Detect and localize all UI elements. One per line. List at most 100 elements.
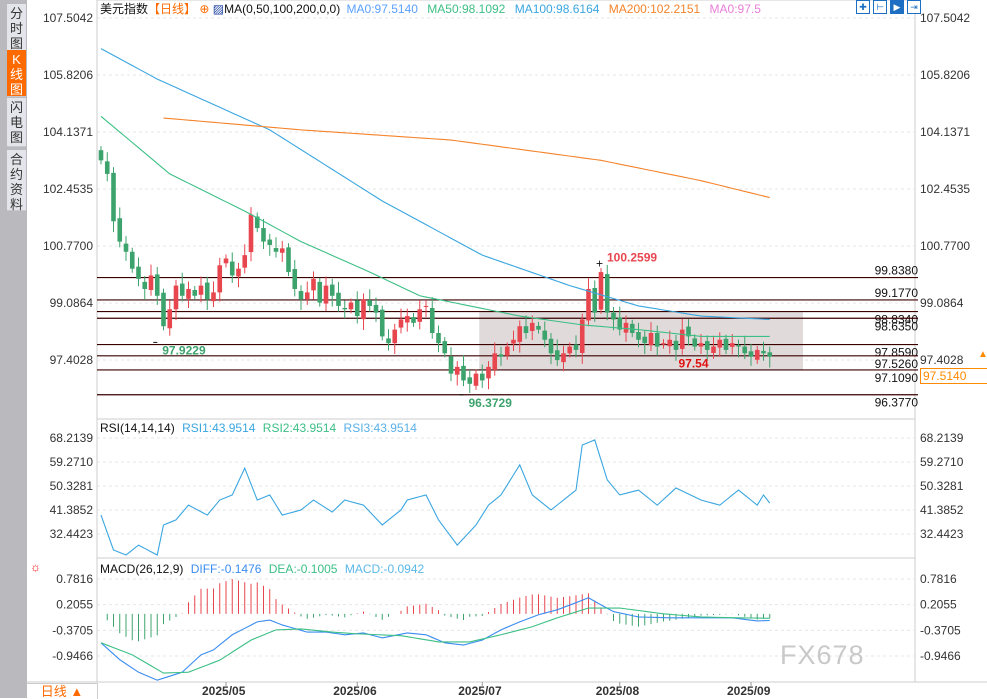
candle-up xyxy=(473,373,479,386)
candle-up xyxy=(667,339,673,347)
tab-flash-chart[interactable]: 闪电图 xyxy=(7,98,26,147)
candle-down xyxy=(642,336,648,344)
candle-up xyxy=(398,319,404,328)
candle-up xyxy=(561,353,566,363)
candle-up xyxy=(392,329,398,344)
candle-up xyxy=(679,329,685,349)
dea-value: DEA:-0.1005 xyxy=(268,562,338,576)
candle-up xyxy=(517,326,523,342)
candle-down xyxy=(692,338,698,347)
rsi-name: RSI(14,14,14) xyxy=(100,421,175,435)
candle-down xyxy=(123,243,129,252)
y-tick-left: 0.2055 xyxy=(56,598,93,612)
candle-down xyxy=(298,291,304,300)
y-tick-right: -0.9466 xyxy=(920,649,961,663)
y-tick-left: 68.2139 xyxy=(50,431,94,445)
candle-down xyxy=(161,292,166,327)
y-tick-right: 0.7816 xyxy=(920,572,957,586)
range-icon[interactable]: ⊢ xyxy=(873,0,887,14)
candle-up xyxy=(586,288,591,321)
candle-down xyxy=(179,283,185,296)
candle-down xyxy=(498,354,504,357)
rsi-header: RSI(14,14,14) RSI1:43.9514 RSI2:43.9514 … xyxy=(100,421,417,435)
candle-up xyxy=(529,322,535,331)
y-tick-left: -0.9466 xyxy=(52,649,93,663)
y-tick-left: 41.3852 xyxy=(50,503,94,517)
x-tick-label: 2025/07 xyxy=(458,684,502,698)
y-tick-right: 68.2139 xyxy=(920,431,964,445)
candle-down xyxy=(736,345,741,347)
candle-up xyxy=(567,346,573,354)
y-tick-left: 59.2710 xyxy=(50,455,94,469)
draw-icon[interactable]: ▶ xyxy=(890,0,904,14)
candle-down xyxy=(479,373,485,381)
candle-down xyxy=(629,323,635,334)
candle-up xyxy=(248,214,254,253)
exit-icon[interactable]: ⇥ xyxy=(907,0,921,14)
y-tick-left: 0.7816 xyxy=(56,572,93,586)
candle-down xyxy=(354,300,360,317)
y-tick-right: 104.1371 xyxy=(920,125,970,139)
candle-down xyxy=(636,331,641,340)
candle-up xyxy=(217,265,223,293)
crosshair-icon[interactable]: ✚ xyxy=(856,0,870,14)
y-tick-left: 107.5042 xyxy=(43,11,93,25)
candle-down xyxy=(204,282,210,300)
candle-down xyxy=(748,351,754,357)
candle-down xyxy=(342,307,348,310)
candle-up xyxy=(661,343,666,345)
tab-time-chart[interactable]: 分时图 xyxy=(7,4,26,53)
y-tick-left: 104.1371 xyxy=(43,125,93,139)
settings-sun-icon[interactable]: ☼ xyxy=(30,560,41,574)
level-label: 98.6350 xyxy=(875,319,919,333)
candle-up xyxy=(623,322,629,333)
candle-up xyxy=(242,255,248,268)
annotation-label: 100.2599 xyxy=(607,250,657,264)
period-selector[interactable]: 日线 ▲ xyxy=(27,683,98,699)
indicator-chart-icon[interactable]: ▨ xyxy=(212,2,225,16)
candle-up xyxy=(348,302,354,310)
ma200-line xyxy=(163,117,770,199)
candle-down xyxy=(536,325,541,330)
add-indicator-icon[interactable]: ⊕ xyxy=(199,2,210,16)
y-tick-right: 97.4028 xyxy=(920,353,964,367)
level-label: 97.5260 xyxy=(875,357,919,371)
candle-up xyxy=(173,285,179,310)
tab-contract-info[interactable]: 合约资料 xyxy=(7,150,26,212)
y-tick-right: -0.3705 xyxy=(920,623,961,637)
level-label: 96.3770 xyxy=(875,396,919,410)
candle-down xyxy=(336,292,341,306)
ma-params[interactable]: MA(0,50,100,200,0,0) xyxy=(224,2,341,16)
candle-up xyxy=(186,288,191,299)
candle-down xyxy=(229,261,235,276)
candle-down xyxy=(617,317,623,330)
rsi3-value: RSI3:43.9514 xyxy=(343,421,417,435)
instrument-title: 美元指数 xyxy=(100,2,149,16)
candle-down xyxy=(111,172,116,222)
period-label[interactable]: 【日线】 xyxy=(148,2,197,16)
y-tick-right: 102.4535 xyxy=(920,182,970,196)
candle-down xyxy=(467,377,473,384)
candle-down xyxy=(761,350,766,354)
candle-up xyxy=(279,248,285,253)
y-tick-right: 99.0864 xyxy=(920,296,964,310)
candle-down xyxy=(192,290,198,296)
candle-up xyxy=(223,258,229,264)
y-tick-left: 97.4028 xyxy=(50,353,94,367)
candle-down xyxy=(117,218,123,242)
candle-up xyxy=(304,292,310,300)
candle-down xyxy=(742,346,748,354)
rsi-line xyxy=(100,439,771,556)
candle-down xyxy=(611,312,616,320)
candle-down xyxy=(542,330,548,340)
candle-down xyxy=(523,326,529,334)
rsi2-value: RSI2:43.9514 xyxy=(262,421,337,435)
candle-up xyxy=(361,299,366,320)
level-label: 99.1770 xyxy=(875,286,919,300)
level-label: 99.8380 xyxy=(875,264,919,278)
y-tick-left: 100.7700 xyxy=(43,239,93,253)
ma100-line xyxy=(100,48,770,321)
candle-up xyxy=(198,285,204,295)
